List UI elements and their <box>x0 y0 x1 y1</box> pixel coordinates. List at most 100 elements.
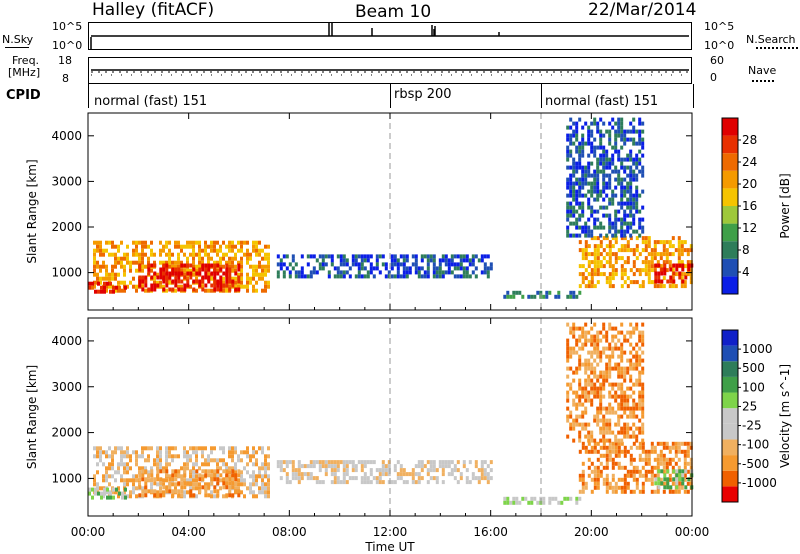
data-cell <box>117 256 120 261</box>
data-cell <box>288 270 292 275</box>
data-cell <box>632 260 636 265</box>
data-cell <box>165 454 168 459</box>
data-cell <box>566 346 570 351</box>
data-cell <box>91 487 94 492</box>
data-cell <box>459 266 463 271</box>
data-cell <box>114 450 117 455</box>
data-cell <box>483 254 487 259</box>
data-cell <box>584 322 588 327</box>
data-cell <box>393 274 397 279</box>
data-cell <box>683 284 687 289</box>
data-cell <box>635 362 639 367</box>
data-cell <box>620 256 624 261</box>
data-cell <box>183 469 187 474</box>
data-cell <box>551 496 555 501</box>
data-cell <box>168 287 172 292</box>
data-cell <box>267 474 270 479</box>
data-cell <box>483 266 487 271</box>
data-cell <box>608 161 612 166</box>
data-cell <box>360 468 364 473</box>
data-cell <box>593 374 597 379</box>
data-cell <box>668 264 672 269</box>
data-cell <box>132 276 135 281</box>
data-cell <box>572 294 576 299</box>
data-cell <box>614 260 618 265</box>
data-cell <box>462 274 466 279</box>
data-cell <box>267 252 270 257</box>
data-cell <box>189 240 192 245</box>
data-cell <box>246 280 249 285</box>
data-cell <box>584 382 588 387</box>
data-cell <box>677 252 681 257</box>
data-cell <box>686 260 690 265</box>
data-cell <box>599 330 603 335</box>
data-cell <box>662 441 666 446</box>
data-cell <box>620 354 624 359</box>
data-cell <box>674 445 678 450</box>
data-cell <box>581 334 585 339</box>
data-cell <box>629 350 633 355</box>
data-cell <box>641 398 645 403</box>
data-cell <box>156 283 160 288</box>
data-cell <box>96 248 99 253</box>
data-cell <box>147 263 151 268</box>
data-cell <box>503 496 507 501</box>
data-cell <box>180 489 184 494</box>
data-cell <box>581 256 585 261</box>
data-cell <box>614 438 618 443</box>
data-cell <box>228 244 231 249</box>
data-cell <box>405 254 409 259</box>
beam-title: Beam 10 <box>355 2 432 22</box>
data-cell <box>117 244 120 249</box>
data-cell <box>249 252 252 257</box>
data-cell <box>264 268 267 273</box>
data-cell <box>581 169 585 174</box>
data-cell <box>393 468 397 473</box>
data-cell <box>584 358 588 363</box>
data-cell <box>638 374 642 379</box>
data-cell <box>222 280 225 285</box>
data-cell <box>623 236 627 241</box>
data-cell <box>255 252 258 257</box>
data-cell <box>411 472 415 477</box>
data-cell <box>632 201 636 206</box>
data-cell <box>638 469 642 474</box>
data-cell <box>602 414 606 419</box>
data-cell <box>644 477 648 482</box>
data-cell <box>596 268 600 273</box>
data-cell <box>411 476 415 481</box>
data-cell <box>255 288 258 293</box>
data-cell <box>566 398 570 403</box>
data-cell <box>620 322 624 327</box>
data-cell <box>677 240 681 245</box>
data-cell <box>626 129 630 134</box>
data-cell <box>207 256 210 261</box>
data-cell <box>614 145 618 150</box>
data-cell <box>171 477 175 482</box>
data-cell <box>135 260 138 265</box>
data-cell <box>159 493 163 498</box>
data-cell <box>144 466 147 471</box>
data-cell <box>665 260 669 265</box>
data-cell <box>521 496 525 501</box>
data-cell <box>147 473 151 478</box>
data-cell <box>252 268 255 273</box>
data-cell <box>213 446 216 451</box>
data-cell <box>614 485 618 490</box>
data-cell <box>626 248 630 253</box>
data-cell <box>225 279 229 284</box>
data-cell <box>342 262 346 267</box>
data-cell <box>617 422 621 427</box>
data-cell <box>426 258 430 263</box>
data-cell <box>255 280 258 285</box>
data-cell <box>345 480 349 485</box>
data-cell <box>602 465 606 470</box>
data-cell <box>288 480 292 485</box>
data-cell <box>321 464 325 469</box>
data-cell <box>641 350 645 355</box>
data-cell <box>144 489 148 494</box>
data-cell <box>156 469 160 474</box>
data-cell <box>369 460 373 465</box>
data-cell <box>593 414 597 419</box>
data-cell <box>602 434 606 439</box>
